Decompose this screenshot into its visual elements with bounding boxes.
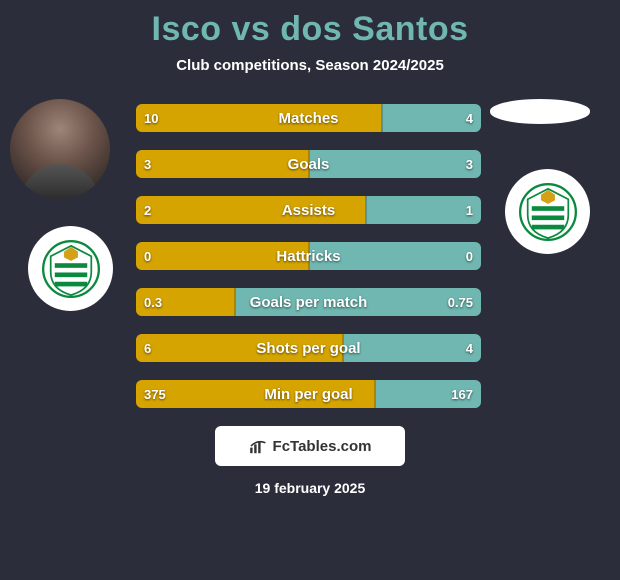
player-right-club-crest: [505, 169, 590, 254]
stat-label: Assists: [136, 196, 481, 224]
stat-row: 33Goals: [136, 150, 481, 178]
stat-label: Goals: [136, 150, 481, 178]
footer-site-badge: FcTables.com: [215, 426, 405, 466]
stat-label: Hattricks: [136, 242, 481, 270]
player-right-avatar: [490, 99, 590, 124]
footer-site-label: FcTables.com: [273, 438, 372, 455]
fctables-logo-icon: [249, 438, 269, 454]
stat-label: Goals per match: [136, 288, 481, 316]
betis-crest-icon: [519, 183, 577, 241]
stat-label: Shots per goal: [136, 334, 481, 362]
stat-row: 21Assists: [136, 196, 481, 224]
stat-row: 104Matches: [136, 104, 481, 132]
stat-row: 64Shots per goal: [136, 334, 481, 362]
stat-label: Min per goal: [136, 380, 481, 408]
stat-row: 0.30.75Goals per match: [136, 288, 481, 316]
stat-row: 375167Min per goal: [136, 380, 481, 408]
footer-date: 19 february 2025: [0, 480, 620, 496]
page-title: Isco vs dos Santos: [0, 0, 620, 49]
stat-label: Matches: [136, 104, 481, 132]
betis-crest-icon: [42, 240, 100, 298]
page-subtitle: Club competitions, Season 2024/2025: [0, 57, 620, 74]
stat-bars: 104Matches 33Goals 21Assists 00Hattricks 0.3…: [136, 104, 481, 408]
player-left-avatar: [10, 99, 110, 199]
comparison-panel: 104Matches 33Goals 21Assists 00Hattricks 0.3…: [0, 104, 620, 408]
stat-row: 00Hattricks: [136, 242, 481, 270]
player-left-club-crest: [28, 226, 113, 311]
